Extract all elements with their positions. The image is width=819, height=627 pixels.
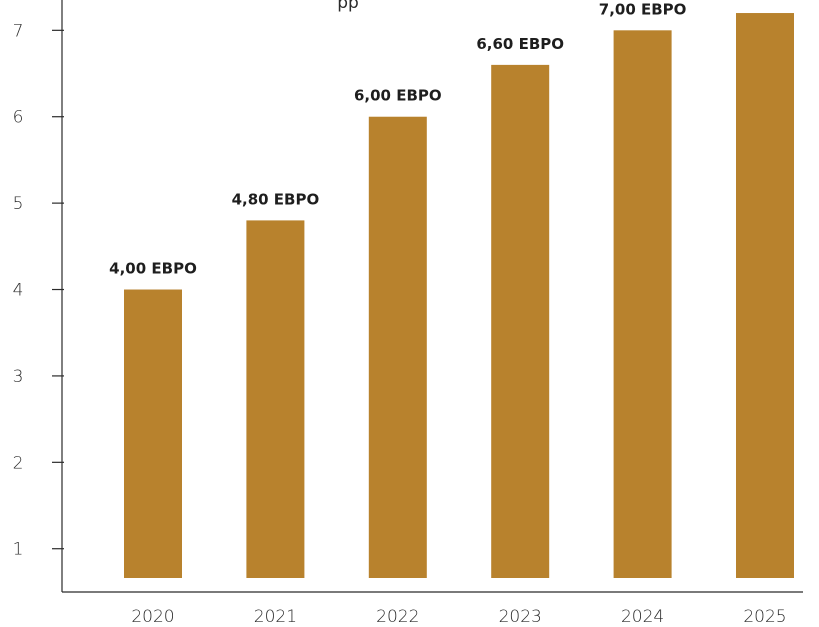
- x-tick-label-2024: 2024: [621, 607, 664, 627]
- bar-2025: [736, 13, 794, 579]
- data-label-2022: 6,00 ЕВРО: [354, 87, 442, 105]
- bar-2020: [124, 289, 182, 578]
- x-tick-label-2022: 2022: [376, 607, 419, 627]
- x-tick-label-2020: 2020: [131, 607, 174, 627]
- bar-2021: [246, 220, 305, 578]
- y-tick-label-7: 7: [13, 21, 24, 41]
- bars-group: [124, 13, 794, 579]
- data-label-2024: 7,00 ЕВРО: [599, 0, 687, 18]
- bar-2024: [613, 30, 672, 578]
- data-label-2025: 7,20 ЕВРО: [721, 0, 809, 1]
- y-tick-label-4: 4: [13, 281, 24, 301]
- y-tick-label-2: 2: [13, 453, 24, 473]
- x-tick-label-2025: 2025: [743, 607, 786, 627]
- y-tick-label-5: 5: [13, 194, 24, 214]
- y-tick-label-3: 3: [13, 367, 24, 387]
- x-tick-label-2023: 2023: [499, 607, 542, 627]
- y-tick-label-6: 6: [13, 108, 24, 128]
- bar-2023: [491, 64, 550, 578]
- y-axis-ticks: 1 2 3 4 5 6 7: [13, 21, 64, 560]
- bar-2022: [368, 116, 427, 578]
- y-tick-label-1: 1: [13, 540, 24, 560]
- data-label-2023: 6,60 ЕВРО: [476, 35, 564, 53]
- data-labels-group: 4,00 ЕВРО 4,80 ЕВРО 6,00 ЕВРО 6,60 ЕВРО 7,00…: [109, 0, 809, 278]
- chart-title-fragment: pp: [337, 0, 359, 13]
- x-axis-labels: 2020 2021 2022 2023 2024 2025: [131, 607, 786, 627]
- x-tick-label-2021: 2021: [254, 607, 297, 627]
- data-label-2020: 4,00 ЕВРО: [109, 260, 197, 278]
- data-label-2021: 4,80 ЕВРО: [232, 190, 320, 208]
